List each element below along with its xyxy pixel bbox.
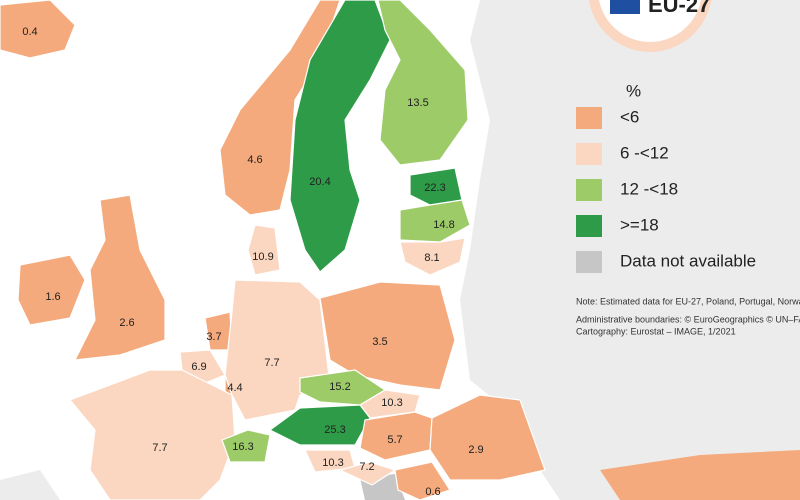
region [68, 369, 236, 500]
region [399, 199, 471, 243]
region [247, 224, 281, 276]
notes: Note: Estimated data for EU-27, Poland, … [576, 296, 800, 336]
legend: % <6 6 -<12 12 -<18 >=18 Data not available [576, 81, 756, 273]
regions: 0.4 4.6 20.4 13.5 22.3 14.8 8.1 10.9 1.6 2.6 3.7 6.… [0, 0, 546, 500]
region-value: 10.9 [252, 251, 273, 263]
region-value: 22.3 [424, 182, 445, 194]
region [399, 237, 466, 276]
legend-swatch [576, 179, 602, 201]
region-value: 2.6 [119, 317, 134, 329]
region-value: 4.6 [247, 154, 262, 166]
region-value: 7.7 [152, 442, 167, 454]
region-value: 4.4 [227, 382, 242, 394]
region [394, 461, 451, 500]
region-value: 7.7 [264, 357, 279, 369]
region [377, 0, 469, 166]
note: Administrative boundaries: © EuroGeograp… [576, 314, 800, 324]
region-value: 6.9 [191, 361, 206, 373]
region-value: 1.6 [45, 291, 60, 303]
region-value: 14.8 [433, 219, 454, 231]
legend-swatch [576, 143, 602, 165]
badge: EU-27 [588, 0, 712, 52]
region [268, 404, 371, 446]
legend-label: Data not available [620, 251, 756, 270]
region-value: 0.6 [425, 486, 440, 498]
region-value: 3.7 [206, 331, 221, 343]
legend-label: <6 [620, 107, 639, 126]
region [73, 194, 166, 361]
legend-swatch [576, 107, 602, 129]
region-value: 25.3 [324, 424, 345, 436]
note: Note: Estimated data for EU-27, Poland, … [576, 296, 800, 306]
legend-label: >=18 [620, 215, 659, 234]
region [289, 0, 391, 273]
badge-text: EU-27 [648, 0, 710, 17]
region-value: 5.7 [387, 434, 402, 446]
legend-swatch [576, 215, 602, 237]
legend-label: 6 -<12 [620, 143, 669, 162]
legend-title: % [626, 81, 641, 100]
region-value: 0.4 [22, 26, 37, 38]
region [17, 254, 86, 326]
region-value: 10.3 [381, 397, 402, 409]
region-value: 13.5 [407, 97, 428, 109]
region [319, 281, 456, 391]
region-value: 16.3 [232, 441, 253, 453]
region [429, 394, 546, 481]
region-value: 8.1 [424, 252, 439, 264]
region-value: 20.4 [309, 176, 330, 188]
region-value: 3.5 [372, 336, 387, 348]
legend-label: 12 -<18 [620, 179, 678, 198]
region-value: 7.2 [359, 461, 374, 473]
region-value: 2.9 [468, 444, 483, 456]
region [221, 429, 271, 463]
region-value: 10.3 [322, 457, 343, 469]
region-value: 15.2 [329, 381, 350, 393]
legend-swatch [576, 251, 602, 273]
note: Cartography: Eurostat – IMAGE, 1/2021 [576, 326, 736, 336]
region [0, 0, 76, 59]
